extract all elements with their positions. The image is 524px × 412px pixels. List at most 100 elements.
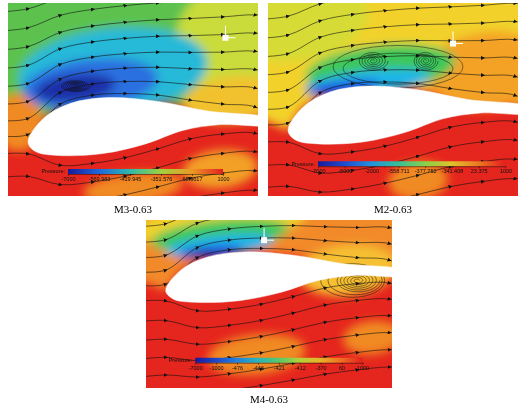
colorbar-tick: -421 (274, 363, 285, 371)
colorbar-tick: 23.375 (471, 166, 488, 174)
tick-label: 1000 (500, 168, 512, 174)
colorbar-ramp (318, 161, 506, 166)
colorbar-tick: 68.9617 (183, 174, 203, 182)
flow-field (8, 3, 258, 196)
colorbar-tick: 1000 (217, 174, 229, 182)
colorbar-tick: -412 (295, 363, 306, 371)
colorbar-label: Pressure: (41, 168, 65, 174)
tick-label: -7000 (311, 168, 325, 174)
triad-box (450, 41, 456, 47)
streamline (146, 367, 392, 388)
colorbar-tick: -377.752 (415, 166, 437, 174)
panel-caption: M2-0.63 (374, 203, 413, 215)
colorbar-tick: -5000 (338, 166, 352, 174)
pressure-region (206, 329, 308, 379)
recirculation-line (343, 53, 453, 84)
tick-label: -370 (316, 365, 327, 371)
colorbar-label: Pressure: (169, 357, 193, 363)
panel-caption: M3-0.63 (114, 203, 153, 215)
streamline (8, 151, 258, 185)
colorbar-tick: -370 (316, 363, 327, 371)
panel: -7000 -5000 -2000 -558.711 -377.752 -341.408 2… (214, 0, 524, 251)
colorbar-tick: -351.576 (151, 174, 173, 182)
colorbar: -7000 -1000 -476 -446 -421 -412 -370 60 1000 Pres… (169, 357, 369, 370)
colorbar-tick: -341.408 (442, 166, 464, 174)
flow-field (146, 220, 392, 388)
colorbar-tick: -7000 (189, 363, 203, 371)
colorbar-ramp (195, 358, 362, 363)
streamline (268, 179, 518, 196)
tick-label: -341.408 (442, 168, 464, 174)
streamline (8, 190, 258, 196)
tick-label: -421 (274, 365, 285, 371)
colorbar-axis-line (196, 363, 363, 364)
tick-label: -476 (232, 365, 243, 371)
colorbar-tick: -558.711 (388, 166, 409, 174)
streamline (8, 3, 258, 12)
colorbar-tick: -7000 (311, 166, 325, 174)
colorbar-axis-line (69, 174, 224, 175)
tick-label: 68.9617 (183, 176, 203, 182)
figure: -7000 -569.983 -419.945 -351.576 68.9617 1000… (0, 0, 524, 412)
airfoil (288, 86, 518, 144)
colorbar-tick: 1000 (500, 166, 512, 174)
axis-triad (261, 228, 274, 243)
streamline (8, 15, 258, 50)
tick-label: 23.375 (471, 168, 488, 174)
tick-label: -569.983 (89, 176, 111, 182)
streamline (268, 21, 518, 57)
streamline (146, 220, 392, 227)
streamline (146, 299, 392, 328)
colorbar: -7000 -5000 -2000 -558.711 -377.752 -341.408 2… (291, 161, 512, 174)
colorbar: -7000 -569.983 -419.945 -351.576 68.9617 1000… (41, 168, 229, 181)
axis-triad (450, 32, 463, 47)
colorbar-tick: -446 (253, 363, 264, 371)
tick-label: -2000 (365, 168, 379, 174)
tick-label: 1000 (357, 365, 369, 371)
tick-label: -419.945 (120, 176, 142, 182)
recirculation-line (333, 45, 463, 87)
tick-label: -558.711 (388, 168, 409, 174)
vortex (359, 53, 388, 71)
tick-label: -377.752 (415, 168, 437, 174)
tick-label: -351.576 (151, 176, 173, 182)
streamline (268, 3, 518, 38)
colorbar-tick: -419.945 (120, 174, 142, 182)
airfoil (166, 252, 392, 303)
flow-field (268, 3, 518, 196)
colorbar-tick: 60 (339, 363, 345, 371)
colorbar-tick: -569.983 (89, 174, 111, 182)
colorbar-axis: -7000 -569.983 -419.945 -351.576 68.9617 1000 (61, 174, 229, 182)
colorbar-tick: 1000 (357, 363, 369, 371)
colorbar-tick: -1000 (210, 363, 224, 371)
streamline (146, 350, 392, 378)
colorbar-ramp (68, 169, 223, 174)
airfoil (28, 97, 258, 155)
colorbar-label: Pressure: (291, 161, 315, 167)
tick-label: -5000 (338, 168, 352, 174)
streamline (146, 315, 392, 344)
pressure-field (268, 3, 518, 196)
colorbar-axis-line (319, 166, 507, 167)
triad-box (223, 35, 229, 41)
tick-label: -412 (295, 365, 306, 371)
vortex (414, 53, 438, 71)
vortex (61, 81, 90, 92)
streamline (268, 159, 518, 192)
colorbar-axis: -7000 -1000 -476 -446 -421 -412 -370 60 1000 (189, 363, 369, 371)
streamline (268, 140, 518, 174)
colorbar-tick: -476 (232, 363, 243, 371)
colorbar-tick: -2000 (365, 166, 379, 174)
tick-label: -7000 (61, 176, 75, 182)
streamline (146, 220, 392, 242)
axis-triad (223, 26, 236, 41)
tick-label: -446 (253, 365, 264, 371)
colorbar-tick: -7000 (61, 174, 75, 182)
pressure-field (8, 3, 258, 196)
tick-label: 1000 (217, 176, 229, 182)
triad-box (261, 237, 267, 243)
panel: -7000 -1000 -476 -446 -421 -412 -370 60 1000 Pres… (121, 132, 441, 395)
streamline (8, 33, 258, 69)
pressure-field (146, 220, 392, 380)
tick-label: 60 (339, 365, 345, 371)
